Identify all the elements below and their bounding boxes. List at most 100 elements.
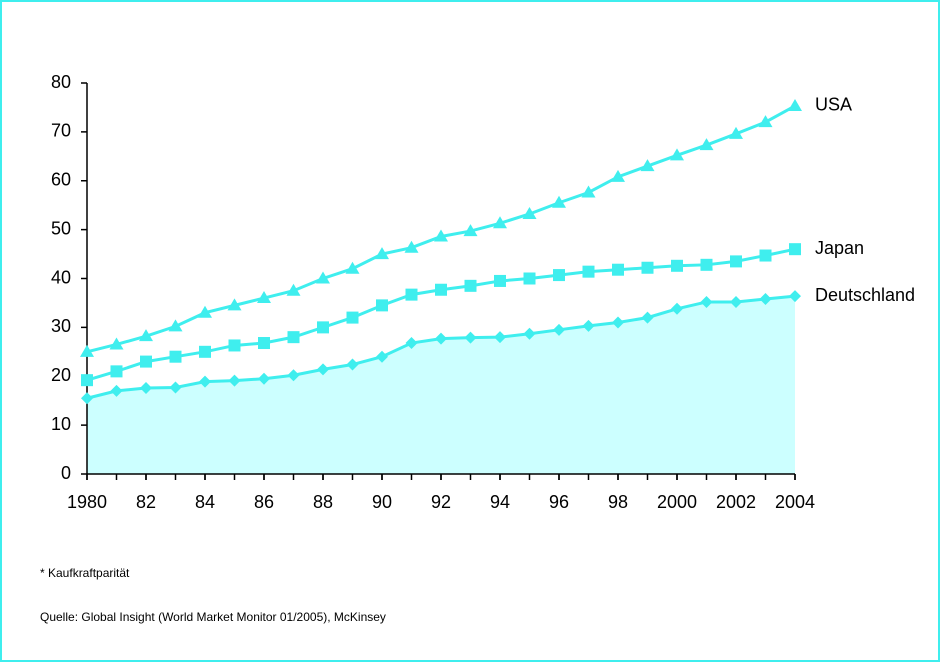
marker [80, 344, 94, 357]
marker [376, 299, 388, 312]
marker [199, 375, 211, 388]
marker [346, 311, 359, 324]
y-tick-label: 60 [51, 170, 71, 190]
x-tick-label: 94 [490, 492, 510, 512]
marker [257, 291, 271, 304]
marker [346, 358, 359, 371]
marker [553, 323, 565, 336]
marker [464, 279, 477, 292]
marker [759, 293, 772, 306]
x-tick-label: 2002 [716, 492, 756, 512]
x-tick-label: 88 [313, 492, 333, 512]
marker [789, 243, 801, 256]
marker [730, 255, 742, 268]
x-tick-label: 2004 [775, 492, 815, 512]
marker [109, 337, 124, 350]
marker [110, 365, 123, 378]
marker [611, 169, 625, 182]
marker [317, 363, 329, 376]
marker [788, 98, 802, 111]
marker [287, 369, 300, 382]
marker [168, 319, 183, 332]
marker [671, 259, 683, 272]
marker [493, 216, 507, 229]
marker [494, 331, 506, 344]
marker [759, 249, 772, 262]
marker [405, 288, 418, 301]
marker [464, 331, 477, 344]
y-tick-label: 40 [51, 267, 71, 287]
marker [729, 126, 743, 139]
marker [700, 258, 713, 271]
y-tick-label: 30 [51, 316, 71, 336]
marker [404, 240, 419, 253]
x-tick-label: 84 [195, 492, 215, 512]
marker [641, 261, 654, 274]
marker [758, 115, 773, 128]
marker [376, 350, 388, 363]
y-tick-label: 70 [51, 121, 71, 141]
x-tick-label: 98 [608, 492, 628, 512]
marker [81, 392, 93, 405]
marker [789, 290, 801, 303]
marker [582, 265, 595, 278]
source: Quelle: Global Insight (World Market Mon… [40, 610, 386, 624]
y-tick-label: 10 [51, 414, 71, 434]
marker [435, 283, 447, 296]
x-tick-label: 82 [136, 492, 156, 512]
marker [287, 331, 300, 344]
area [87, 296, 795, 474]
marker [316, 271, 330, 284]
marker [700, 295, 713, 308]
marker [199, 345, 211, 358]
marker [612, 316, 624, 329]
y-tick-label: 0 [61, 463, 71, 483]
marker [640, 159, 655, 172]
marker [375, 247, 389, 260]
marker [286, 283, 301, 296]
x-tick-label: 92 [431, 492, 451, 512]
marker [228, 339, 241, 352]
marker [523, 272, 536, 285]
marker [671, 302, 683, 315]
marker [434, 229, 448, 242]
marker [140, 381, 152, 394]
marker [140, 355, 152, 368]
marker [169, 350, 182, 363]
x-tick-label: 96 [549, 492, 569, 512]
marker [494, 274, 506, 287]
marker [345, 261, 360, 274]
marker [699, 138, 714, 151]
marker [522, 206, 537, 219]
marker [553, 269, 565, 282]
marker [523, 327, 536, 340]
x-tick-label: 90 [372, 492, 392, 512]
marker [139, 329, 153, 342]
marker [227, 298, 242, 311]
footnote: * Kaufkraftparität [40, 566, 130, 580]
marker [670, 148, 684, 161]
marker [169, 381, 182, 394]
marker [463, 224, 478, 237]
marker [317, 321, 329, 334]
marker [641, 311, 654, 324]
series-label: USA [815, 95, 852, 115]
marker [435, 332, 447, 345]
x-tick-label: 1980 [67, 492, 107, 512]
series-label: Deutschland [815, 285, 915, 305]
x-tick-label: 86 [254, 492, 274, 512]
marker [552, 195, 566, 208]
y-tick-label: 80 [51, 72, 71, 92]
marker [405, 337, 418, 350]
marker [258, 337, 270, 350]
marker [110, 384, 123, 397]
marker [198, 305, 212, 318]
x-tick-label: 2000 [657, 492, 697, 512]
marker [81, 374, 93, 387]
marker [730, 295, 742, 308]
y-tick-label: 50 [51, 218, 71, 238]
marker [612, 263, 624, 276]
marker [582, 319, 595, 332]
